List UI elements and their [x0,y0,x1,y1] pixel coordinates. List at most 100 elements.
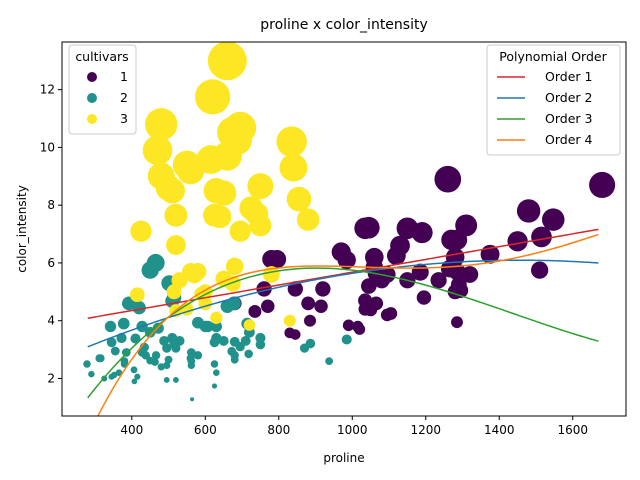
point-cultivar-2-40 [130,366,138,374]
point-cultivar-1-10 [531,261,549,279]
point-cultivar-1-55 [386,246,406,266]
y-tick-label-2: 2 [47,371,55,385]
y-axis-label: color_intensity [15,185,29,273]
point-cultivar-3-31 [225,257,244,276]
legend-cultivars-box [68,44,137,135]
point-cultivar-2-43 [141,351,150,360]
point-cultivar-1-58 [446,229,468,251]
point-cultivar-1-51 [440,260,459,278]
point-cultivar-1-27 [451,316,463,329]
point-cultivar-1-40 [267,249,287,269]
point-cultivar-2-30 [211,383,218,389]
point-cultivar-3-6 [243,319,256,331]
point-cultivar-2-78 [169,339,179,349]
point-cultivar-2-48 [159,335,170,346]
point-cultivar-2-21 [83,360,91,368]
point-cultivar-1-52 [411,222,433,244]
point-cultivar-1-33 [430,272,447,289]
point-cultivar-2-10 [244,349,253,359]
point-cultivar-1-4 [248,304,262,318]
point-cultivar-1-5 [507,231,528,252]
point-cultivar-1-29 [358,293,373,308]
point-cultivar-1-44 [304,314,317,327]
point-cultivar-3-45 [279,153,308,182]
point-cultivar-3-24 [208,205,232,229]
x-tick-label-1600: 1600 [557,423,588,437]
point-cultivar-2-42 [187,361,196,370]
y-tick-label-8: 8 [47,198,55,212]
point-cultivar-1-18 [589,171,616,199]
point-cultivar-3-0 [210,311,223,324]
point-cultivar-2-39 [220,299,235,313]
x-axis-label: proline [323,451,364,465]
point-cultivar-1-25 [284,327,296,339]
point-cultivar-2-0 [172,376,179,383]
point-cultivar-1-31 [531,226,552,248]
x-tick-label-800: 800 [267,423,290,437]
point-cultivar-1-32 [342,319,355,332]
x-tick-label-600: 600 [194,423,217,437]
legend-polynomial-order: Polynomial Order Order 1 Order 2 Order 3… [486,44,621,156]
point-cultivar-1-49 [434,165,462,193]
fit-curve-order-1 [87,228,599,319]
point-cultivar-3-38 [247,173,274,200]
point-cultivar-3-29 [195,79,231,115]
point-cultivar-2-15 [305,338,316,349]
point-cultivar-2-5 [110,346,120,356]
point-cultivar-3-15 [283,314,296,327]
point-cultivar-2-12 [130,333,141,344]
point-cultivar-3-22 [130,220,152,242]
legend-label-order-3: Order 3 [545,111,592,126]
point-cultivar-3-14 [286,186,312,212]
point-cultivar-3-16 [129,287,145,303]
legend-marker-cultivar-2 [87,93,97,103]
fit-curves [87,228,599,416]
point-cultivar-3-43 [249,214,272,237]
y-tick-label-10: 10 [40,140,55,154]
point-cultivar-2-66 [117,317,130,330]
point-cultivar-3-41 [212,141,242,171]
y-tick-label-12: 12 [40,83,55,97]
x-tick-label-1400: 1400 [484,423,515,437]
fit-curve-order-2 [87,259,599,348]
point-cultivar-2-50 [230,355,239,364]
point-cultivar-3-46 [176,156,205,185]
point-cultivar-3-11 [263,266,280,283]
point-cultivar-2-73 [186,354,195,363]
point-cultivar-2-4 [132,301,146,315]
point-cultivar-1-8 [361,278,377,294]
x-axis-ticks: 400 600 800 1000 1200 1400 1600 [120,416,588,437]
y-tick-label-6: 6 [47,256,55,270]
legend-label-cultivar-2: 2 [120,90,128,105]
point-cultivar-2-67 [110,371,118,379]
point-cultivar-3-27 [296,208,320,231]
point-cultivar-1-37 [384,307,398,320]
point-cultivar-1-56 [331,242,351,262]
point-cultivar-1-26 [416,290,432,305]
point-cultivar-1-41 [354,217,376,240]
point-cultivar-2-49 [95,354,104,363]
point-cultivar-2-3 [210,320,223,333]
point-cultivar-1-3 [516,199,541,223]
point-cultivar-2-18 [164,355,173,364]
y-axis-ticks: 2 4 6 8 10 12 [40,83,62,385]
point-cultivar-2-74 [199,320,211,333]
point-cultivar-3-44 [276,126,307,157]
point-cultivar-3-5 [229,220,251,242]
point-cultivar-1-46 [369,296,384,311]
point-cultivar-2-34 [88,370,95,378]
point-cultivar-2-44 [134,373,141,380]
point-cultivar-2-36 [325,357,334,366]
legend-label-order-4: Order 4 [545,132,592,147]
point-cultivar-2-63 [115,369,123,376]
fit-curve-order-4 [97,233,599,416]
point-cultivar-2-35 [106,337,117,348]
point-cultivar-1-14 [542,208,565,231]
point-cultivar-1-28 [314,299,328,313]
point-cultivar-2-68 [151,351,161,360]
chart-title: proline x color_intensity [260,17,428,33]
plot-area-frame [61,41,627,417]
fit-curve-order-3 [87,267,599,399]
point-cultivar-2-23 [213,369,220,376]
